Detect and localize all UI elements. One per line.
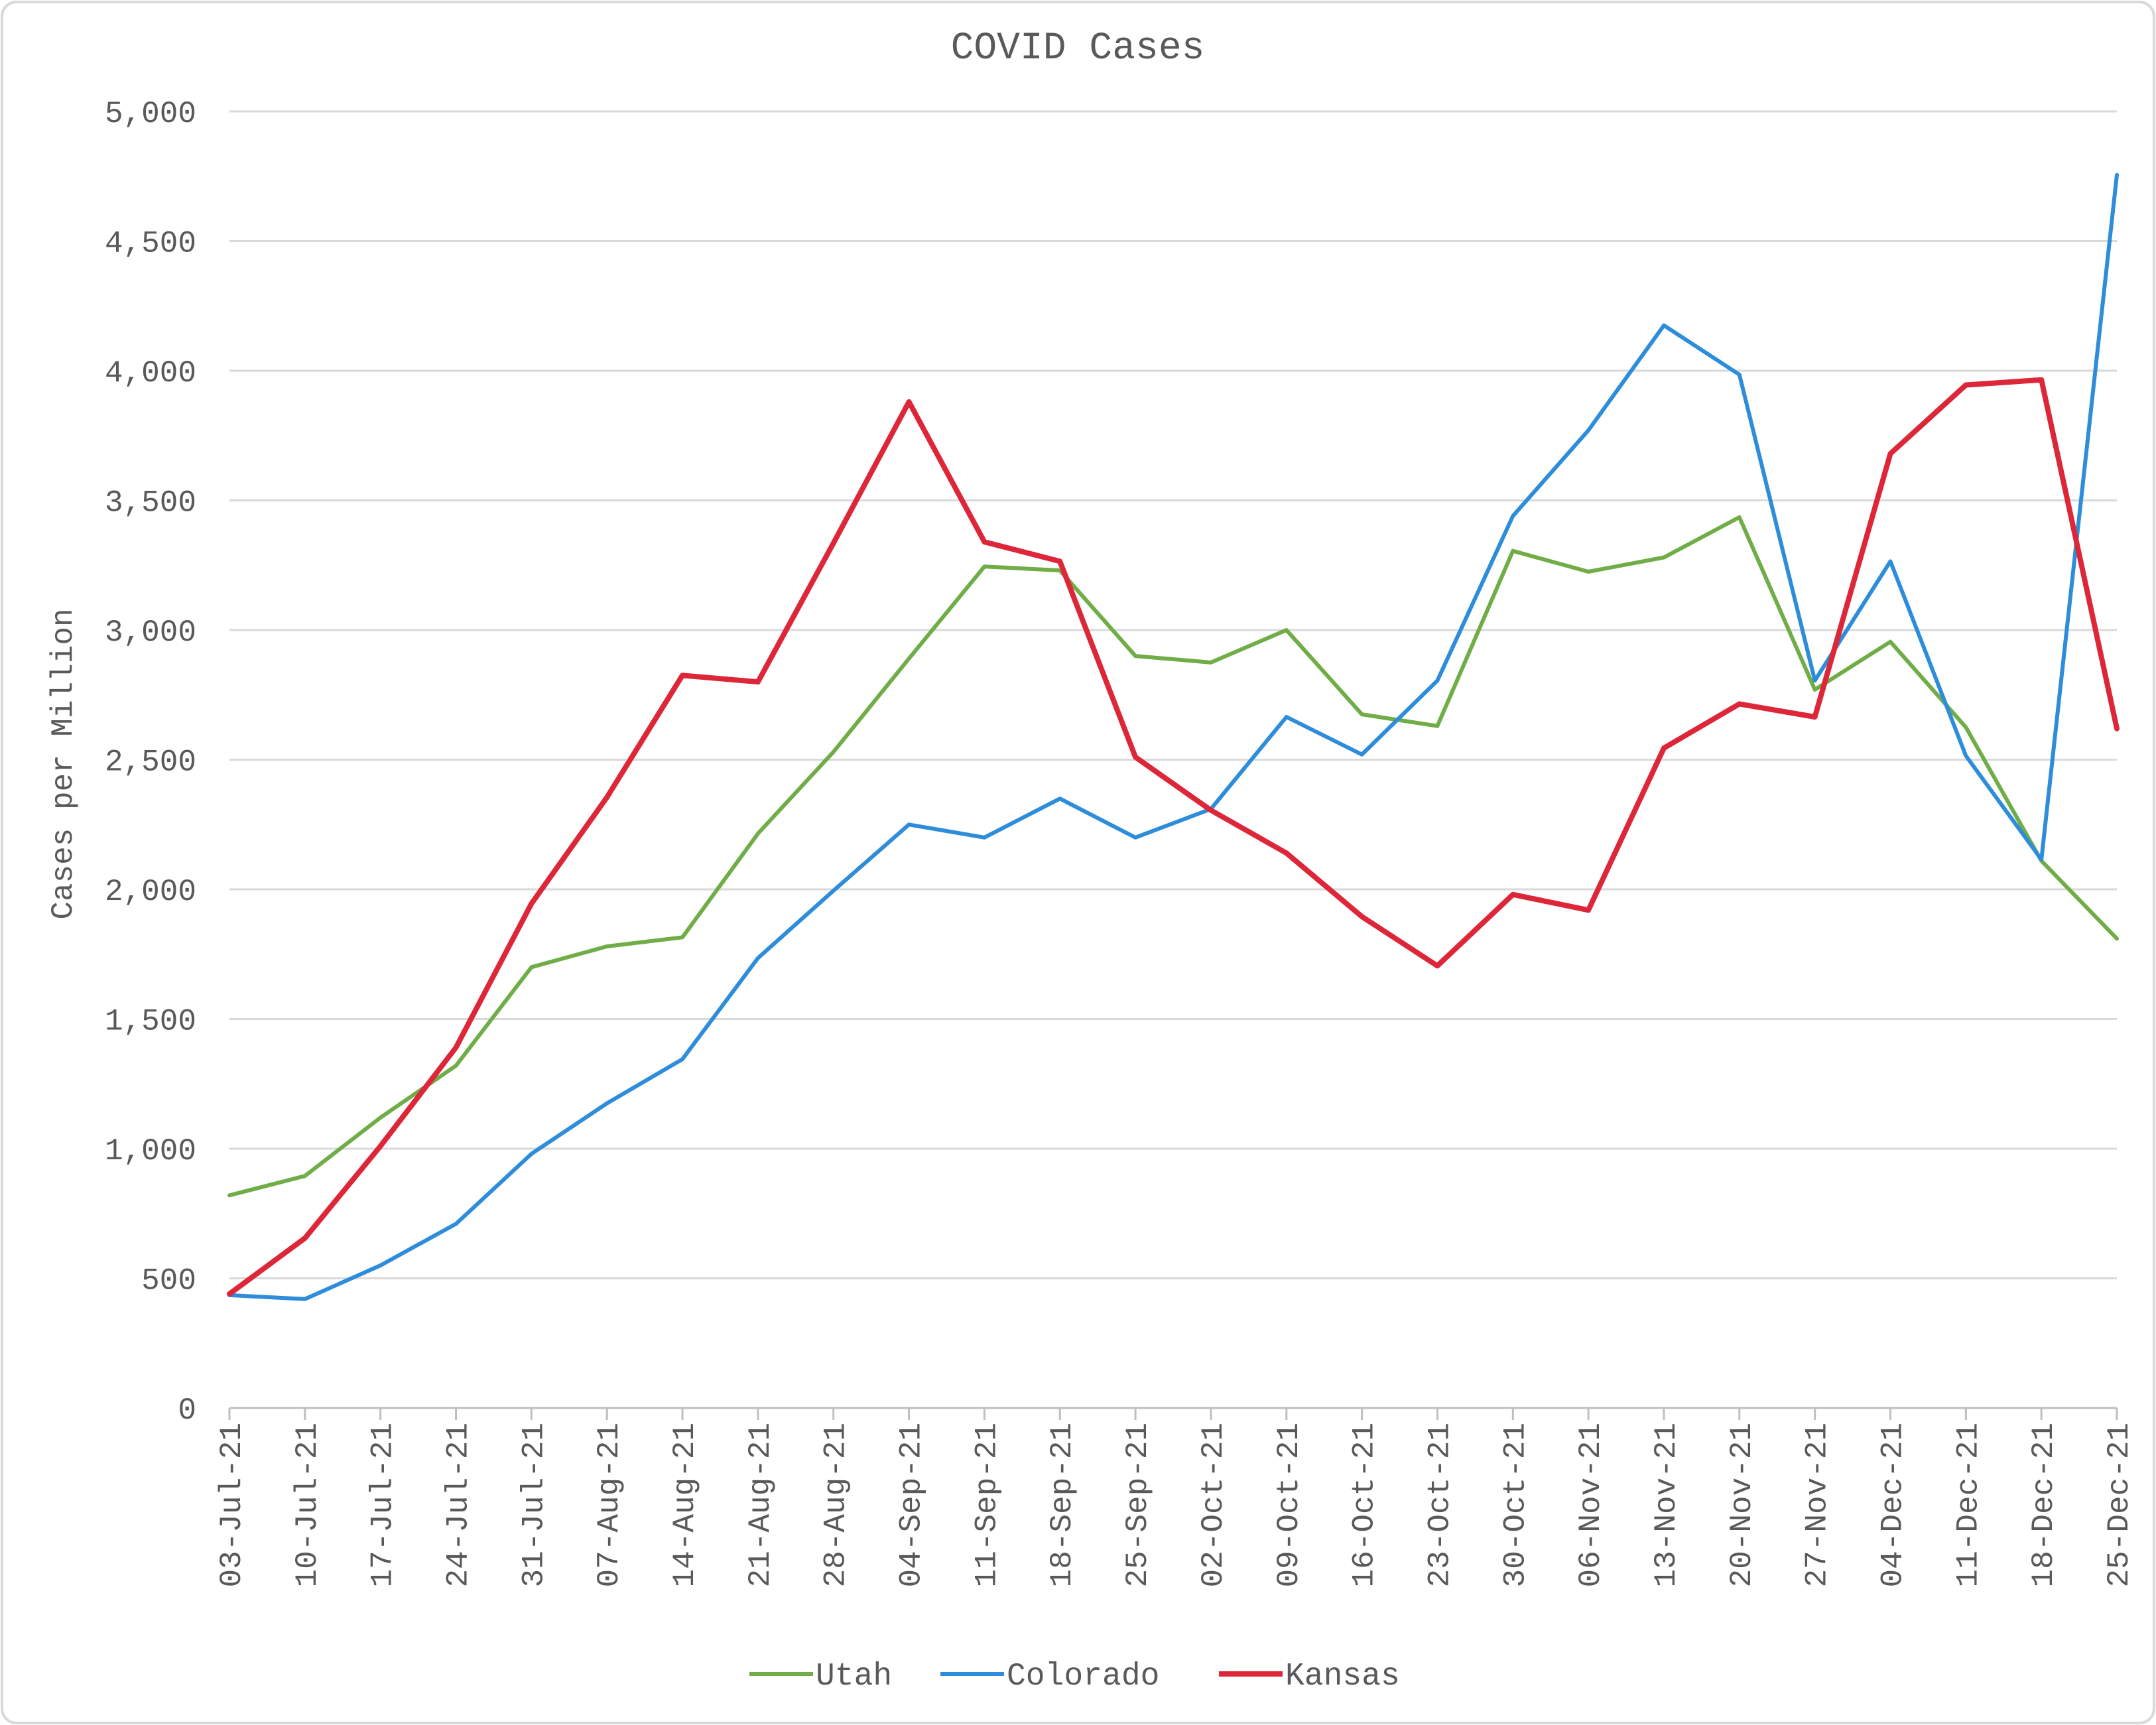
x-tick-label: 14-Aug-21: [668, 1423, 702, 1587]
x-tick-label: 16-Oct-21: [1348, 1423, 1382, 1587]
x-tick-label: 25-Sep-21: [1121, 1423, 1155, 1587]
y-tick-label: 1,500: [105, 1005, 196, 1039]
x-tick-label: 20-Nov-21: [1725, 1423, 1759, 1587]
y-axis-label: Cases per Million: [46, 608, 81, 919]
x-tick-label: 18-Dec-21: [2027, 1423, 2061, 1587]
x-tick-label: 17-Jul-21: [366, 1423, 401, 1587]
x-tick-label: 27-Nov-21: [1801, 1423, 1835, 1587]
legend-label: Colorado: [1007, 1659, 1159, 1694]
legend-label: Utah: [816, 1659, 892, 1694]
y-tick-label: 2,500: [105, 745, 196, 780]
x-tick-label: 03-Jul-21: [215, 1423, 249, 1587]
series-lines: [227, 172, 2120, 1301]
x-tick-label: 18-Sep-21: [1045, 1423, 1080, 1587]
x-tick-label: 07-Aug-21: [592, 1423, 627, 1587]
x-tick-label: 06-Nov-21: [1574, 1423, 1608, 1587]
x-tick-label: 04-Sep-21: [895, 1423, 929, 1587]
series-line-colorado: [227, 172, 2119, 1301]
y-tick-label: 3,000: [105, 615, 196, 650]
y-tick-label: 0: [178, 1393, 196, 1428]
y-tick-label: 2,000: [105, 875, 196, 909]
legend-item-kansas: Kansas: [1219, 1659, 1400, 1694]
x-tick-label: 10-Jul-21: [290, 1423, 325, 1587]
y-axis-ticks: 0 500 1,000 1,500 2,000 2,500 3,000 3,500 4,000 4…: [105, 97, 196, 1428]
x-tick-label: 25-Dec-21: [2102, 1423, 2137, 1587]
x-tick-label: 31-Jul-21: [517, 1423, 551, 1587]
x-tick-label: 24-Jul-21: [442, 1423, 476, 1587]
legend-label: Kansas: [1285, 1659, 1400, 1694]
x-tick-label: 13-Nov-21: [1649, 1423, 1684, 1587]
series-line-utah: [227, 515, 2119, 1198]
x-tick-label: 21-Aug-21: [743, 1423, 778, 1587]
y-tick-label: 4,000: [105, 356, 196, 391]
x-tick-label: 30-Oct-21: [1498, 1423, 1533, 1587]
series-line-kansas: [227, 377, 2120, 1297]
y-tick-label: 5,000: [105, 97, 196, 131]
y-tick-label: 3,500: [105, 486, 196, 521]
legend-item-colorado: Colorado: [940, 1659, 1159, 1694]
legend-item-utah: Utah: [749, 1659, 892, 1694]
gridlines: [229, 110, 2117, 1279]
legend: Utah Colorado Kansas: [749, 1659, 1400, 1694]
x-tick-label: 28-Aug-21: [819, 1423, 854, 1587]
x-tick-label: 02-Oct-21: [1196, 1423, 1231, 1587]
x-tick-label: 23-Oct-21: [1423, 1423, 1457, 1587]
y-tick-label: 500: [141, 1264, 196, 1299]
chart-title: COVID Cases: [951, 27, 1205, 70]
x-tick-label: 04-Dec-21: [1875, 1423, 1910, 1587]
x-axis-ticks: 03-Jul-21 10-Jul-21 17-Jul-21 24-Jul-21 31-J…: [215, 1408, 2137, 1587]
x-tick-label: 09-Oct-21: [1272, 1423, 1306, 1587]
y-tick-label: 4,500: [105, 227, 196, 261]
x-tick-label: 11-Dec-21: [1951, 1423, 1986, 1587]
y-tick-label: 1,000: [105, 1134, 196, 1169]
x-tick-label: 11-Sep-21: [970, 1423, 1004, 1587]
